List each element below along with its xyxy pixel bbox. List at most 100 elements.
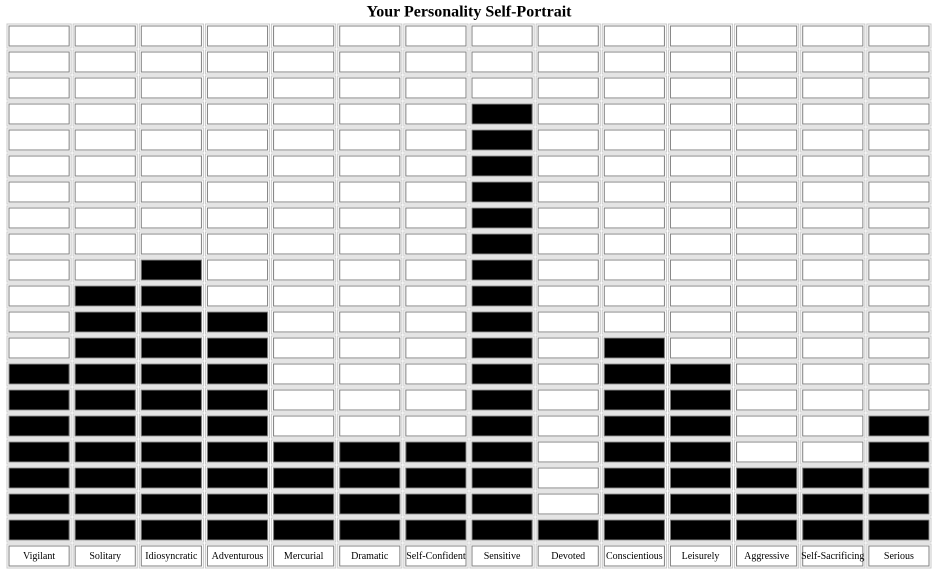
cell	[603, 181, 665, 203]
bar-cell	[206, 467, 269, 489]
bar-cell	[8, 389, 70, 411]
cell	[802, 259, 864, 281]
cell	[868, 181, 930, 203]
cell	[603, 233, 665, 255]
cell	[736, 207, 798, 229]
cell	[339, 155, 401, 177]
bar-cell	[74, 415, 136, 437]
bar-cell	[8, 519, 70, 541]
bar-cell	[471, 259, 533, 281]
cell	[140, 51, 202, 73]
bar-cell	[669, 467, 732, 489]
cell	[471, 77, 533, 99]
cell	[8, 155, 70, 177]
cell	[669, 259, 732, 281]
cell	[802, 389, 864, 411]
bar	[8, 363, 70, 541]
bar-cell	[273, 467, 335, 489]
cell	[802, 337, 864, 359]
bar-cell	[868, 467, 930, 489]
cell	[669, 285, 732, 307]
cell	[140, 155, 202, 177]
cell	[669, 129, 732, 151]
bar-cell	[669, 493, 732, 515]
bar-cell	[74, 363, 136, 385]
bar	[273, 441, 335, 541]
bar	[405, 441, 467, 541]
cell	[74, 51, 136, 73]
bar	[140, 259, 202, 541]
cell	[736, 103, 798, 125]
cell	[736, 337, 798, 359]
cell	[206, 103, 269, 125]
x-tick-label: Adventurous	[212, 551, 264, 562]
bar-cell	[405, 493, 467, 515]
label-cell	[537, 545, 599, 567]
bar-cell	[471, 415, 533, 437]
label-cell	[669, 545, 732, 567]
cell	[537, 181, 599, 203]
bar-cell	[405, 441, 467, 463]
label-cell	[471, 545, 533, 567]
cell	[736, 311, 798, 333]
cell	[802, 103, 864, 125]
cell	[74, 155, 136, 177]
cell	[339, 207, 401, 229]
cell	[8, 103, 70, 125]
cell	[8, 233, 70, 255]
bar-cell	[339, 493, 401, 515]
cell	[339, 233, 401, 255]
cell	[273, 25, 335, 47]
cell	[868, 337, 930, 359]
cell	[537, 285, 599, 307]
bar-cell	[471, 441, 533, 463]
cell	[802, 51, 864, 73]
cell	[8, 259, 70, 281]
bar-cell	[471, 363, 533, 385]
cell	[736, 233, 798, 255]
cell	[736, 181, 798, 203]
cell	[603, 51, 665, 73]
cell	[273, 311, 335, 333]
bar-cell	[8, 441, 70, 463]
cell	[669, 155, 732, 177]
cell	[339, 51, 401, 73]
cell	[8, 337, 70, 359]
bar-cell	[802, 493, 864, 515]
cell	[8, 129, 70, 151]
cell	[140, 25, 202, 47]
bar-cell	[74, 493, 136, 515]
cell	[868, 103, 930, 125]
cell	[140, 207, 202, 229]
bar-cell	[736, 467, 798, 489]
bar-cell	[206, 363, 269, 385]
label-cell	[339, 545, 401, 567]
cell	[603, 155, 665, 177]
bar-cell	[868, 493, 930, 515]
cell	[273, 259, 335, 281]
x-tick-label: Mercurial	[284, 551, 324, 562]
bar-cell	[339, 467, 401, 489]
cell	[537, 103, 599, 125]
bar-cell	[140, 363, 202, 385]
label-cell	[140, 545, 202, 567]
cell	[273, 51, 335, 73]
cell	[537, 363, 599, 385]
bar-cell	[74, 441, 136, 463]
bar-cell	[140, 415, 202, 437]
cell	[669, 311, 732, 333]
bar	[471, 103, 533, 541]
bar	[669, 363, 732, 541]
x-tick-label: Solitary	[89, 551, 121, 562]
bar-cell	[471, 311, 533, 333]
cell	[140, 181, 202, 203]
cell	[273, 155, 335, 177]
cell	[405, 207, 467, 229]
cell	[273, 337, 335, 359]
cell	[868, 25, 930, 47]
bar-cell	[471, 389, 533, 411]
cell	[669, 233, 732, 255]
cell	[273, 129, 335, 151]
x-tick-label: Aggressive	[744, 551, 790, 562]
cell	[339, 337, 401, 359]
